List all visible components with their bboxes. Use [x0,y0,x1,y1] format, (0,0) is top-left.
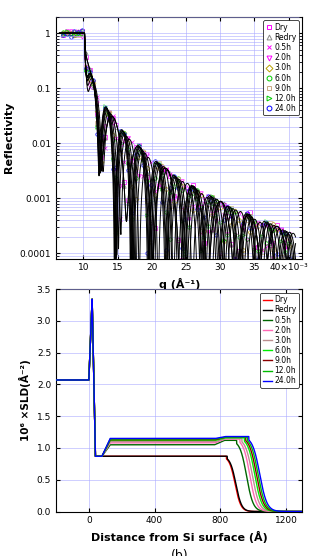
6.0h [90,296,94,302]
2.0h [90,296,94,302]
Dry [300,508,304,515]
24.0h [167,435,171,442]
9.0h [67,376,70,383]
3.0h [293,508,297,515]
2.0h [174,440,178,446]
2.0h [54,376,58,383]
3.0h [248,460,252,467]
6.0h [293,508,297,515]
0.5h [174,441,178,448]
2.0h [300,508,304,515]
Line: Redry: Redry [56,299,302,512]
12.0h [167,436,171,443]
3.0h [167,438,171,445]
0.5h [248,490,252,497]
9.0h [167,436,171,443]
2.0h [293,508,297,515]
0.5h [300,508,304,515]
0.5h [293,508,297,515]
24.0h [67,376,70,383]
Redry [293,508,297,515]
6.0h [67,376,70,383]
9.0h [174,436,178,443]
Redry [90,296,94,302]
3.0h [67,376,70,383]
9.0h [300,508,304,515]
24.0h [293,508,297,515]
Dry [293,508,297,515]
2.0h [67,376,70,383]
Dry [174,453,178,460]
9.0h [54,376,58,383]
12.0h [67,376,70,383]
6.0h [248,450,252,456]
12.0h [300,508,304,515]
Dry [293,508,297,515]
3.0h [293,508,297,515]
0.5h [293,508,297,515]
6.0h [167,437,171,444]
3.0h [54,376,58,383]
Redry [248,508,252,514]
0.5h [167,441,171,448]
Dry [67,376,70,383]
Y-axis label: Reflectivity: Reflectivity [4,102,14,173]
Line: Dry: Dry [56,299,302,512]
Legend: Dry, Redry, 0.5h, 2.0h, 3.0h, 6.0h, 9.0h, 12.0h, 24.0h: Dry, Redry, 0.5h, 2.0h, 3.0h, 6.0h, 9.0h… [263,21,299,115]
24.0h [174,435,178,442]
Line: 0.5h: 0.5h [56,299,302,512]
Text: (b): (b) [170,549,188,556]
6.0h [300,508,304,515]
Redry [293,508,297,515]
Line: 6.0h: 6.0h [56,299,302,512]
Text: (a): (a) [171,300,188,312]
6.0h [293,508,297,515]
12.0h [54,376,58,383]
3.0h [174,438,178,445]
3.0h [300,508,304,515]
9.0h [293,508,297,515]
9.0h [293,508,297,515]
0.5h [90,296,94,302]
24.0h [90,296,94,302]
2.0h [293,508,297,515]
Line: 3.0h: 3.0h [56,299,302,512]
Dry [248,508,252,514]
Redry [54,376,58,383]
Redry [67,376,70,383]
12.0h [293,508,297,515]
0.5h [67,376,70,383]
Dry [54,376,58,383]
Line: 24.0h: 24.0h [56,299,302,512]
Legend: Dry, Redry, 0.5h, 2.0h, 3.0h, 6.0h, 9.0h, 12.0h, 24.0h: Dry, Redry, 0.5h, 2.0h, 3.0h, 6.0h, 9.0h… [260,293,299,388]
Dry [90,296,94,302]
24.0h [293,508,297,515]
Line: 9.0h: 9.0h [56,299,302,512]
12.0h [293,508,297,515]
9.0h [248,445,252,451]
Dry [167,453,171,460]
6.0h [54,376,58,383]
12.0h [90,296,94,302]
Redry [300,508,304,515]
24.0h [54,376,58,383]
2.0h [167,440,171,446]
12.0h [248,441,252,448]
Redry [167,453,171,460]
X-axis label: q (Å⁻¹): q (Å⁻¹) [158,278,200,290]
6.0h [174,437,178,444]
3.0h [90,296,94,302]
24.0h [300,508,304,515]
12.0h [174,436,178,443]
Y-axis label: 10⁶ ×SLD(Å⁻²): 10⁶ ×SLD(Å⁻²) [19,359,31,441]
9.0h [90,296,94,302]
X-axis label: Distance from Si surface (Å): Distance from Si surface (Å) [91,531,268,543]
0.5h [54,376,58,383]
Redry [174,453,178,460]
Line: 12.0h: 12.0h [56,299,302,512]
Line: 2.0h: 2.0h [56,299,302,512]
2.0h [248,474,252,480]
24.0h [248,438,252,445]
